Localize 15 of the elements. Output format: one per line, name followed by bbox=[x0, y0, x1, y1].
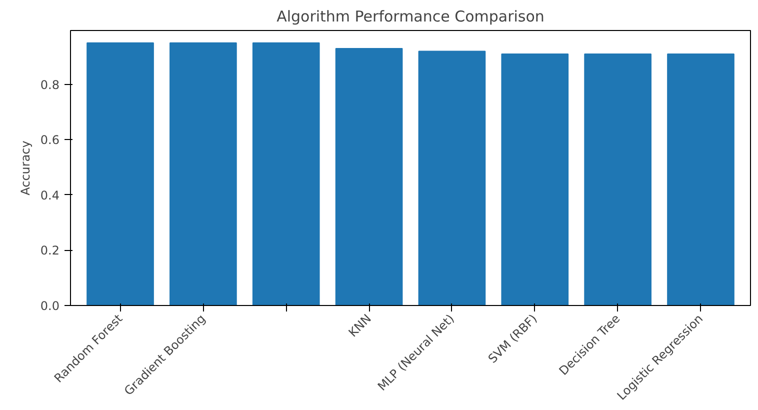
bar bbox=[667, 53, 734, 306]
chart-title: Algorithm Performance Comparison bbox=[276, 8, 544, 26]
y-tick-label: 0.6 bbox=[40, 133, 60, 148]
y-tick-label: 0.8 bbox=[40, 78, 60, 92]
bar bbox=[501, 53, 569, 306]
bar bbox=[252, 42, 320, 306]
bar bbox=[335, 48, 403, 306]
y-tick-label: 0.4 bbox=[40, 188, 60, 202]
bar bbox=[170, 42, 237, 306]
bar bbox=[86, 42, 154, 306]
bar bbox=[584, 53, 652, 306]
y-tick-label: 0.0 bbox=[40, 299, 60, 313]
y-axis-title: Accuracy bbox=[18, 140, 32, 196]
y-tick-label: 0.2 bbox=[40, 244, 60, 258]
bar bbox=[418, 50, 486, 306]
